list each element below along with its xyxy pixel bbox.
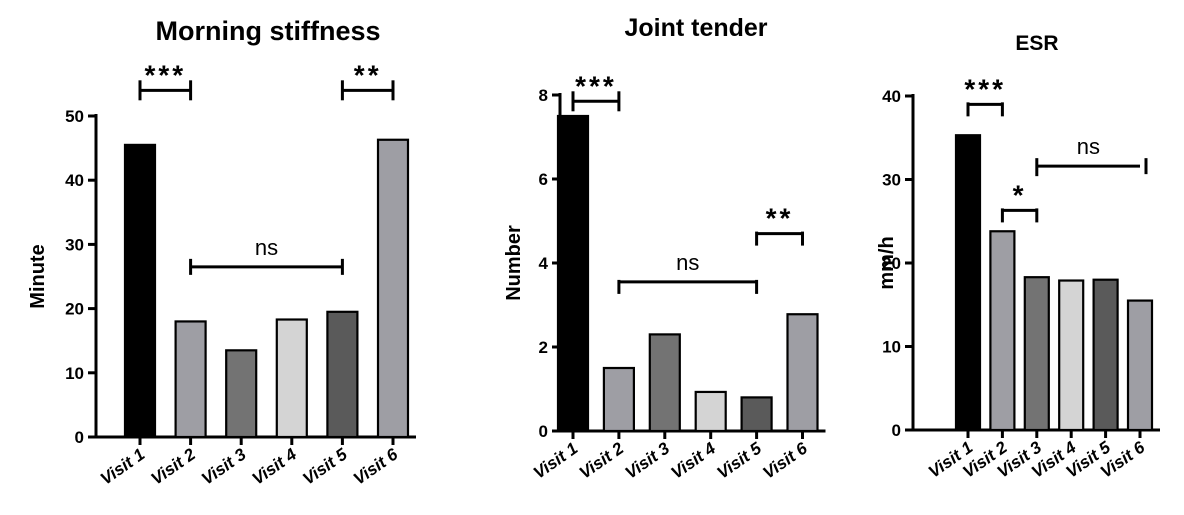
x-tick-label: Visit 2 — [147, 444, 199, 488]
bar-visit-4 — [1058, 279, 1085, 432]
y-tick-label: 8 — [539, 86, 548, 105]
y-tick-label: 30 — [882, 171, 901, 190]
significance-label: * — [1013, 179, 1027, 210]
bar-visit-5 — [326, 310, 359, 439]
significance-bracket: ** — [340, 59, 395, 101]
significance-bracket: * — [1000, 179, 1039, 223]
significance-bracket: ns — [1035, 134, 1148, 177]
bar-visit-6 — [1126, 299, 1154, 432]
significance-bracket: *** — [138, 59, 193, 101]
bar-visit-3 — [648, 333, 681, 433]
y-tick-label: 4 — [539, 254, 549, 273]
x-tick-label: Visit 4 — [249, 444, 301, 488]
chart-title: Morning stiffness — [155, 16, 380, 46]
chart-title: Joint tender — [624, 14, 767, 42]
x-tick-label: Visit 3 — [622, 438, 674, 482]
significance-label: ** — [354, 59, 382, 90]
y-tick-label: 6 — [539, 170, 548, 189]
x-tick-label: Visit 1 — [530, 439, 581, 483]
significance-bracket: ns — [617, 250, 759, 294]
bar-visit-5 — [1092, 278, 1119, 432]
bar-visit-4 — [694, 390, 727, 433]
x-tick-label: Visit 6 — [350, 444, 402, 488]
significance-bracket: ** — [755, 203, 804, 246]
significance-bracket: *** — [571, 70, 621, 112]
y-tick-label: 10 — [882, 338, 901, 357]
x-tick-label: Visit 6 — [759, 438, 811, 482]
significance-label: ns — [676, 250, 699, 275]
bar-visit-4 — [275, 318, 308, 439]
significance-label: *** — [575, 70, 617, 101]
y-axis-label: Minute — [27, 244, 49, 308]
x-tick-label: Visit 2 — [576, 438, 628, 482]
y-tick-label: 0 — [539, 422, 548, 441]
bar-visit-1 — [123, 143, 157, 439]
y-tick-label: 30 — [65, 235, 84, 254]
y-axis-label: mm/h — [876, 236, 898, 289]
significance-bracket: *** — [964, 73, 1006, 117]
x-tick-label: Visit 5 — [713, 438, 765, 482]
x-tick-label: Visit 5 — [299, 444, 351, 488]
y-tick-label: 0 — [892, 421, 901, 440]
y-tick-label: 0 — [75, 428, 84, 447]
x-tick-label: Visit 4 — [668, 438, 720, 482]
bar-visit-6 — [786, 313, 819, 433]
bar-visit-1 — [954, 134, 982, 432]
bar-visit-3 — [1023, 276, 1050, 432]
bar-visit-6 — [376, 138, 410, 439]
bar-visit-3 — [225, 349, 258, 439]
y-axis-label: Number — [503, 225, 525, 301]
bar-visit-1 — [556, 114, 590, 433]
significance-bracket: ns — [189, 235, 344, 275]
chart-title: ESR — [1015, 32, 1058, 55]
significance-label: *** — [964, 73, 1006, 104]
y-tick-label: 2 — [539, 338, 548, 357]
bar-visit-2 — [602, 366, 636, 433]
significance-label: *** — [144, 59, 186, 90]
bar-visit-2 — [989, 230, 1016, 432]
bar-visit-5 — [740, 396, 773, 433]
significance-label: ns — [1077, 134, 1100, 159]
y-tick-label: 40 — [65, 171, 84, 190]
y-tick-label: 40 — [882, 87, 901, 106]
y-tick-label: 50 — [65, 107, 84, 126]
x-tick-label: Visit 1 — [97, 445, 148, 489]
y-tick-label: 10 — [65, 364, 84, 383]
x-tick-label: Visit 3 — [198, 444, 250, 488]
chart-panel-1: Morning stiffness Minute 0 10 20 30 40 50 Visit … — [27, 16, 416, 489]
y-tick-label: 20 — [882, 254, 901, 273]
bar-visit-2 — [174, 320, 207, 439]
significance-label: ns — [255, 235, 278, 260]
significance-label: ** — [766, 203, 794, 234]
y-tick-label: 20 — [65, 300, 84, 319]
